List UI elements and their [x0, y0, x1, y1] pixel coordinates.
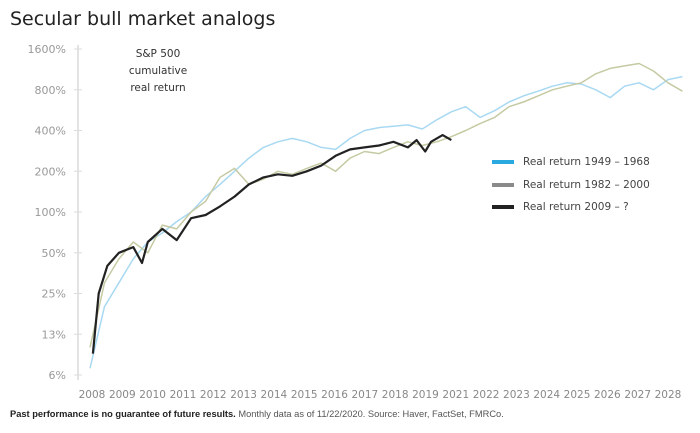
y-tick-label: 400%	[35, 125, 66, 138]
x-tick-label: 2014	[261, 389, 288, 401]
y-tick-label: 800%	[35, 84, 66, 97]
x-tick-label: 2011	[170, 389, 197, 401]
x-tick-label: 2018	[382, 389, 409, 401]
y-tick-label: 6%	[49, 369, 66, 382]
legend-item-1982-2000: Real return 1982 – 2000	[492, 179, 650, 191]
x-tick-label: 2025	[564, 389, 591, 401]
x-tick-label: 2016	[321, 389, 348, 401]
legend-swatch	[492, 205, 514, 209]
x-tick-label: 2010	[139, 389, 166, 401]
series-line-1	[89, 62, 683, 348]
y-tick-label: 25%	[42, 288, 66, 301]
footer-note: Past performance is no guarantee of futu…	[10, 409, 504, 419]
x-tick-label: 2012	[200, 389, 227, 401]
x-tick-label: 2013	[230, 389, 257, 401]
series-line-0	[89, 75, 683, 369]
x-tick-label: 2022	[473, 389, 500, 401]
y-tick-label: 13%	[42, 328, 66, 341]
y-axis-label: S&P 500 cumulative real return	[128, 48, 188, 94]
series-line-2	[91, 134, 452, 354]
chart-title: Secular bull market analogs	[10, 8, 276, 30]
legend-item-1949-1968: Real return 1949 – 1968	[492, 156, 650, 168]
x-tick-label: 2009	[109, 389, 136, 401]
x-tick-label: 2023	[503, 389, 530, 401]
y-tick-label: 100%	[35, 206, 66, 219]
x-tick-label: 2019	[412, 389, 439, 401]
y-tick-label: 1600%	[28, 43, 66, 56]
x-tick-label: 2028	[655, 389, 682, 401]
y-tick-label: 200%	[35, 165, 66, 178]
legend-swatch	[492, 183, 514, 187]
x-tick-label: 2024	[533, 389, 560, 401]
x-tick-label: 2015	[291, 389, 318, 401]
legend-item-2009: Real return 2009 – ?	[492, 201, 629, 213]
x-tick-label: 2021	[442, 389, 469, 401]
x-tick-label: 2017	[351, 389, 378, 401]
x-tick-label: 2026	[594, 389, 621, 401]
x-tick-label: 2008	[79, 389, 106, 401]
y-tick-label: 50%	[42, 247, 66, 260]
legend-swatch	[492, 160, 514, 164]
x-tick-label: 2027	[624, 389, 651, 401]
